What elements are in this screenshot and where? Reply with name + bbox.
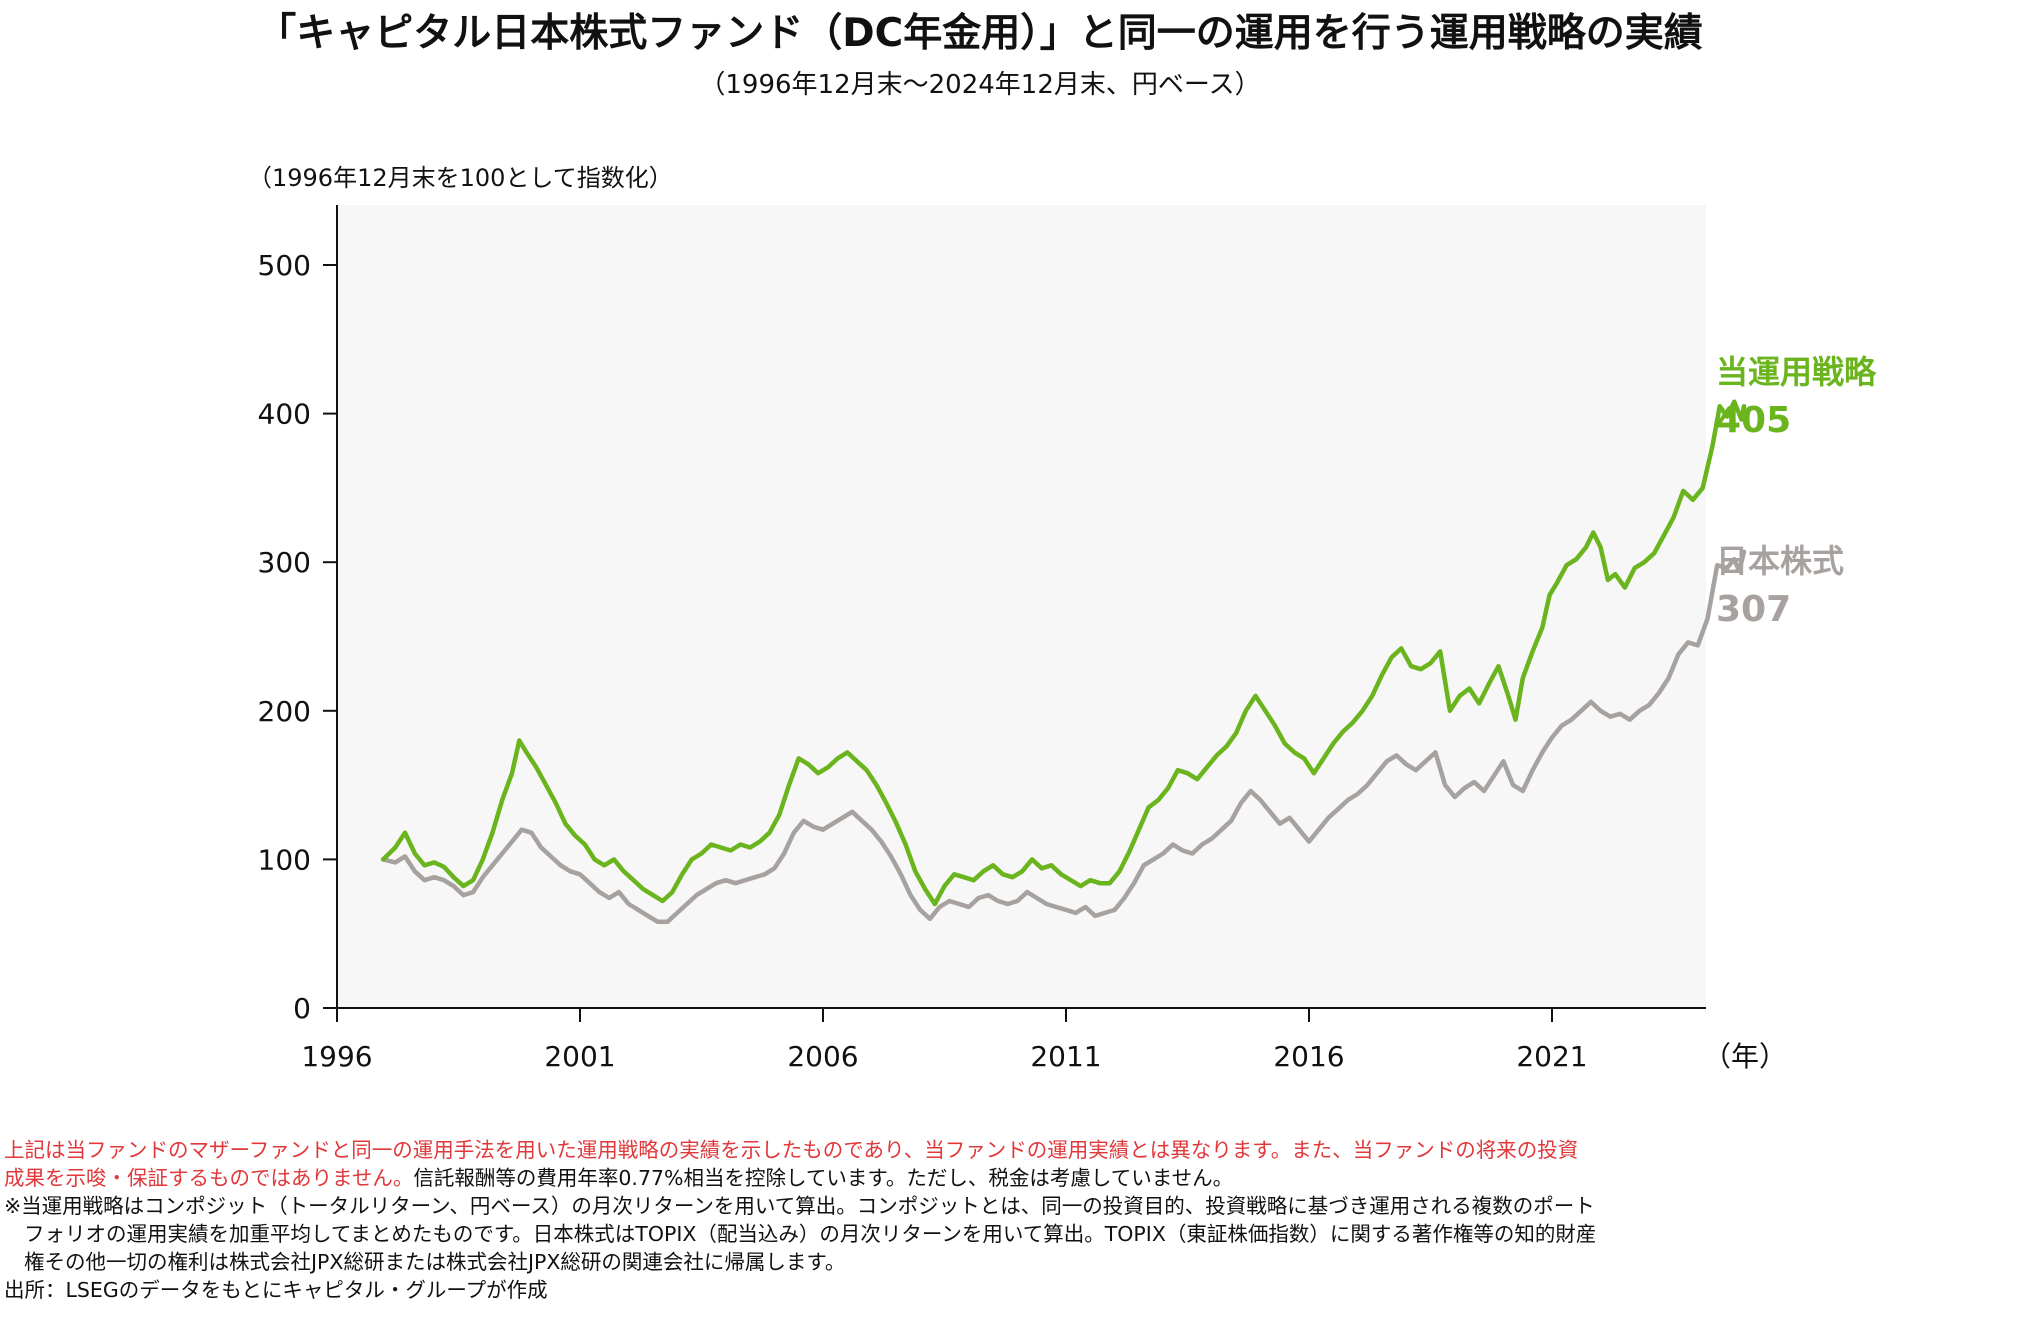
note-line-5: 権その他一切の権利は株式会社JPX総研または株式会社JPX総研の関連会社に帰属し… — [24, 1250, 846, 1274]
index-series-name: 日本株式 — [1716, 542, 1844, 580]
x-tick-label: 2006 — [787, 1040, 858, 1073]
chart-subtitle: （1996年12月末～2024年12月末、円ベース） — [699, 70, 1261, 100]
footnotes: 上記は当ファンドのマザーファンドと同一の運用手法を用いた運用戦略の実績を示したも… — [4, 1136, 2034, 1304]
y-tick-label: 400 — [258, 398, 311, 431]
note-line-1: 上記は当ファンドのマザーファンドと同一の運用手法を用いた運用戦略の実績を示したも… — [4, 1136, 2034, 1164]
disclaimer-text: 上記は当ファンドのマザーファンドと同一の運用手法を用いた運用戦略の実績を示したも… — [4, 1138, 1579, 1162]
y-tick-label: 0 — [293, 992, 311, 1025]
x-tick-label: 1996 — [301, 1040, 372, 1073]
x-axis-unit-label: （年） — [1703, 1040, 1787, 1073]
x-tick-label: 2011 — [1030, 1040, 1101, 1073]
series-line-strategy — [380, 399, 1747, 907]
x-tick-label: 2021 — [1516, 1040, 1587, 1073]
index-end-value: 307 — [1716, 589, 1791, 630]
x-tick-label: 2001 — [544, 1040, 615, 1073]
strategy-end-value: 405 — [1716, 400, 1791, 441]
y-axis-ticks: 0 100 200 300 400 500 — [258, 249, 337, 1025]
y-tick-label: 500 — [258, 249, 311, 282]
note-line-4: フォリオの運用実績を加重平均してまとめたものです。日本株式はTOPIX（配当込み… — [24, 1222, 1597, 1246]
series-end-labels: 当運用戦略 405 日本株式 307 — [1716, 353, 1877, 630]
y-tick-label: 100 — [258, 843, 311, 876]
series-lines — [380, 399, 1747, 925]
y-tick-label: 200 — [258, 695, 311, 728]
disclaimer-text-cont: 成果を示唆・保証するものではありません。 — [4, 1166, 414, 1190]
note-line-3: ※当運用戦略はコンポジット（トータルリターン、円ベース）の月次リターンを用いて算… — [4, 1194, 1595, 1218]
line-chart: 0 100 200 300 400 500 1996 2001 2006 2011 2016 202… — [248, 164, 1877, 1073]
fee-note: 信託報酬等の費用年率0.77%相当を控除しています。ただし、税金は考慮していませ… — [413, 1166, 1234, 1190]
x-axis-ticks: 1996 2001 2006 2011 2016 2021 — [301, 1008, 1588, 1073]
note-line-2: 成果を示唆・保証するものではありません。信託報酬等の費用年率0.77%相当を控除… — [4, 1164, 2034, 1192]
series-line-index — [380, 549, 1747, 925]
y-axis-label: （1996年12月末を100として指数化） — [248, 164, 673, 192]
plot-area — [337, 205, 1706, 1008]
y-tick-label: 300 — [258, 546, 311, 579]
strategy-series-name: 当運用戦略 — [1716, 353, 1877, 391]
x-tick-label: 2016 — [1273, 1040, 1344, 1073]
source-note: 出所：LSEGのデータをもとにキャピタル・グループが作成 — [4, 1278, 548, 1302]
chart-title: 「キャピタル日本株式ファンド（DC年金用）」と同一の運用を行う運用戦略の実績 — [257, 11, 1703, 56]
